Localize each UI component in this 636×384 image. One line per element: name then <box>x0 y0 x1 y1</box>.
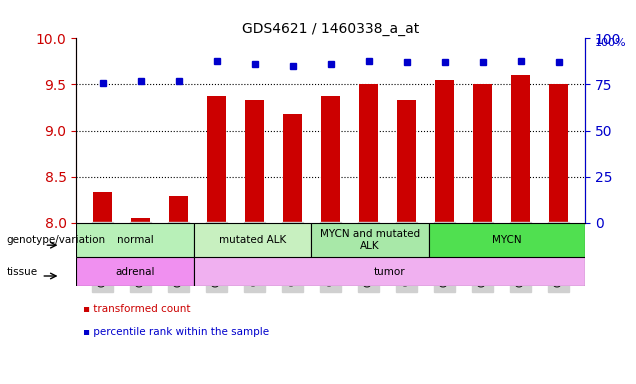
Title: GDS4621 / 1460338_a_at: GDS4621 / 1460338_a_at <box>242 22 419 36</box>
Text: adrenal: adrenal <box>115 266 155 277</box>
Bar <box>283 114 302 223</box>
Bar <box>435 80 454 223</box>
Bar <box>169 196 188 223</box>
Bar <box>245 100 265 223</box>
Text: MYCN and mutated
ALK: MYCN and mutated ALK <box>320 229 420 251</box>
Bar <box>511 75 530 223</box>
Bar <box>76 223 194 257</box>
Bar <box>429 223 585 257</box>
Bar <box>207 96 226 223</box>
Text: ▪ transformed count: ▪ transformed count <box>83 304 190 314</box>
Bar <box>194 257 585 286</box>
Text: normal: normal <box>116 235 153 245</box>
Bar <box>194 223 311 257</box>
Text: tumor: tumor <box>373 266 405 277</box>
Bar <box>93 192 113 223</box>
Bar <box>132 218 150 223</box>
Text: genotype/variation: genotype/variation <box>6 235 106 245</box>
Bar <box>473 84 492 223</box>
Bar <box>549 84 568 223</box>
Text: MYCN: MYCN <box>492 235 522 245</box>
Text: 100%: 100% <box>595 38 627 48</box>
Bar <box>321 96 340 223</box>
Text: ▪ percentile rank within the sample: ▪ percentile rank within the sample <box>83 327 269 337</box>
Bar <box>359 84 378 223</box>
Text: tissue: tissue <box>6 266 38 277</box>
Text: mutated ALK: mutated ALK <box>219 235 286 245</box>
Bar <box>311 223 429 257</box>
Bar <box>397 100 416 223</box>
Bar <box>76 257 194 286</box>
